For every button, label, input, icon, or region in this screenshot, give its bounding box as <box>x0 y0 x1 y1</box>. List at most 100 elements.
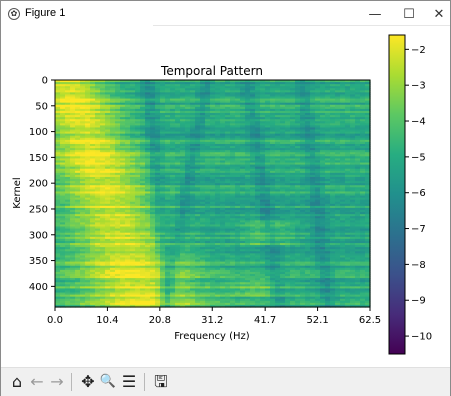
heatmap-cell <box>135 166 141 170</box>
heatmap-cell <box>365 148 371 151</box>
heatmap-cell <box>115 80 121 83</box>
heatmap-cell <box>225 197 231 201</box>
heatmap-cell <box>290 127 296 131</box>
heatmap-cell <box>190 191 196 195</box>
heatmap-cell <box>95 236 101 240</box>
heatmap-cell <box>70 104 76 108</box>
heatmap-cell <box>355 154 361 157</box>
heatmap-cell <box>285 100 291 104</box>
heatmap-cell <box>240 226 246 230</box>
heatmap-cell <box>365 230 371 234</box>
heatmap-cell <box>90 226 96 230</box>
heatmap-cell <box>190 201 196 205</box>
heatmap-cell <box>310 207 316 211</box>
heatmap-cell <box>230 131 236 135</box>
heatmap-cell <box>300 164 306 168</box>
heatmap-cell <box>260 113 266 116</box>
heatmap-cell <box>305 164 311 168</box>
heatmap-cell <box>150 137 156 141</box>
heatmap-cell <box>210 166 216 170</box>
heatmap-cell <box>320 139 326 143</box>
heatmap-cell <box>190 197 196 201</box>
heatmap-cell <box>70 154 76 157</box>
heatmap-cell <box>105 238 111 242</box>
heatmap-cell <box>70 110 76 114</box>
heatmap-cell <box>85 236 91 240</box>
heatmap-cell <box>75 131 81 135</box>
heatmap-cell <box>75 170 81 174</box>
maximize-button[interactable]: ☐ <box>403 7 415 22</box>
heatmap-cell <box>170 176 176 180</box>
heatmap-cell <box>265 143 271 147</box>
heatmap-cell <box>110 197 116 201</box>
heatmap-cell <box>295 154 301 157</box>
heatmap-cell <box>315 162 321 166</box>
heatmap-cell <box>210 181 216 184</box>
heatmap-cell <box>330 94 336 98</box>
heatmap-cell <box>140 152 146 155</box>
heatmap-cell <box>75 172 81 176</box>
heatmap-cell <box>65 86 71 89</box>
heatmap-cell <box>170 168 176 172</box>
heatmap-cell <box>300 88 306 91</box>
heatmap-cell <box>320 189 326 193</box>
heatmap-cell <box>150 174 156 178</box>
heatmap-cell <box>315 131 321 135</box>
heatmap-cell <box>280 179 286 182</box>
heatmap-cell <box>320 143 326 147</box>
heatmap-cell <box>165 131 171 135</box>
heatmap-cell <box>75 187 81 190</box>
heatmap-cell <box>55 210 61 213</box>
heatmap-cell <box>325 176 331 180</box>
heatmap-cell <box>290 141 296 145</box>
heatmap-cell <box>130 207 136 211</box>
heatmap-cell <box>260 164 266 168</box>
heatmap-cell <box>95 133 101 137</box>
close-button[interactable]: ✕ <box>433 7 445 22</box>
heatmap-cell <box>215 92 221 96</box>
heatmap-cell <box>60 94 66 98</box>
heatmap-cell <box>240 100 246 104</box>
heatmap-cell <box>235 168 241 172</box>
heatmap-cell <box>105 197 111 201</box>
heatmap-cell <box>135 230 141 234</box>
heatmap-cell <box>260 189 266 193</box>
heatmap-cell <box>355 108 361 112</box>
heatmap-cell <box>345 131 351 135</box>
heatmap-cell <box>335 236 341 240</box>
heatmap-cell <box>145 218 151 221</box>
figure-canvas[interactable]: Temporal Pattern 0.0 10.4 20.8 31.2 41.7 52.1… <box>1 29 450 367</box>
heatmap-cell <box>195 139 201 143</box>
heatmap-cell <box>110 230 116 234</box>
heatmap-cell <box>200 80 206 83</box>
heatmap-cell <box>205 146 211 149</box>
heatmap-cell <box>330 160 336 164</box>
heatmap-cell <box>140 234 146 238</box>
heatmap-cell <box>235 162 241 166</box>
heatmap-cell <box>335 197 341 201</box>
heatmap-cell <box>295 220 301 223</box>
heatmap-cell <box>180 123 186 126</box>
heatmap-cell <box>55 148 61 151</box>
heatmap-cell <box>95 220 101 223</box>
heatmap-cell <box>125 197 131 201</box>
heatmap-cell <box>100 162 106 166</box>
heatmap-cell <box>230 119 236 122</box>
title-bar[interactable]: ✿ Figure 1 — ☐ ✕ <box>1 1 450 29</box>
heatmap-cell <box>80 236 86 240</box>
heatmap-cell <box>175 222 181 226</box>
heatmap-cell <box>250 189 256 193</box>
heatmap-cell <box>65 133 71 137</box>
heatmap-cell <box>55 243 61 246</box>
minimize-button[interactable]: — <box>368 7 382 22</box>
heatmap-cell <box>290 82 296 85</box>
heatmap-cell <box>285 158 291 162</box>
heatmap-cell <box>110 156 116 160</box>
heatmap-cell <box>85 154 91 157</box>
heatmap-cell <box>315 100 321 104</box>
heatmap-cell <box>350 106 356 110</box>
heatmap-cell <box>290 174 296 178</box>
heatmap-cell <box>130 174 136 178</box>
heatmap-cell <box>285 170 291 174</box>
heatmap-cell <box>290 220 296 223</box>
